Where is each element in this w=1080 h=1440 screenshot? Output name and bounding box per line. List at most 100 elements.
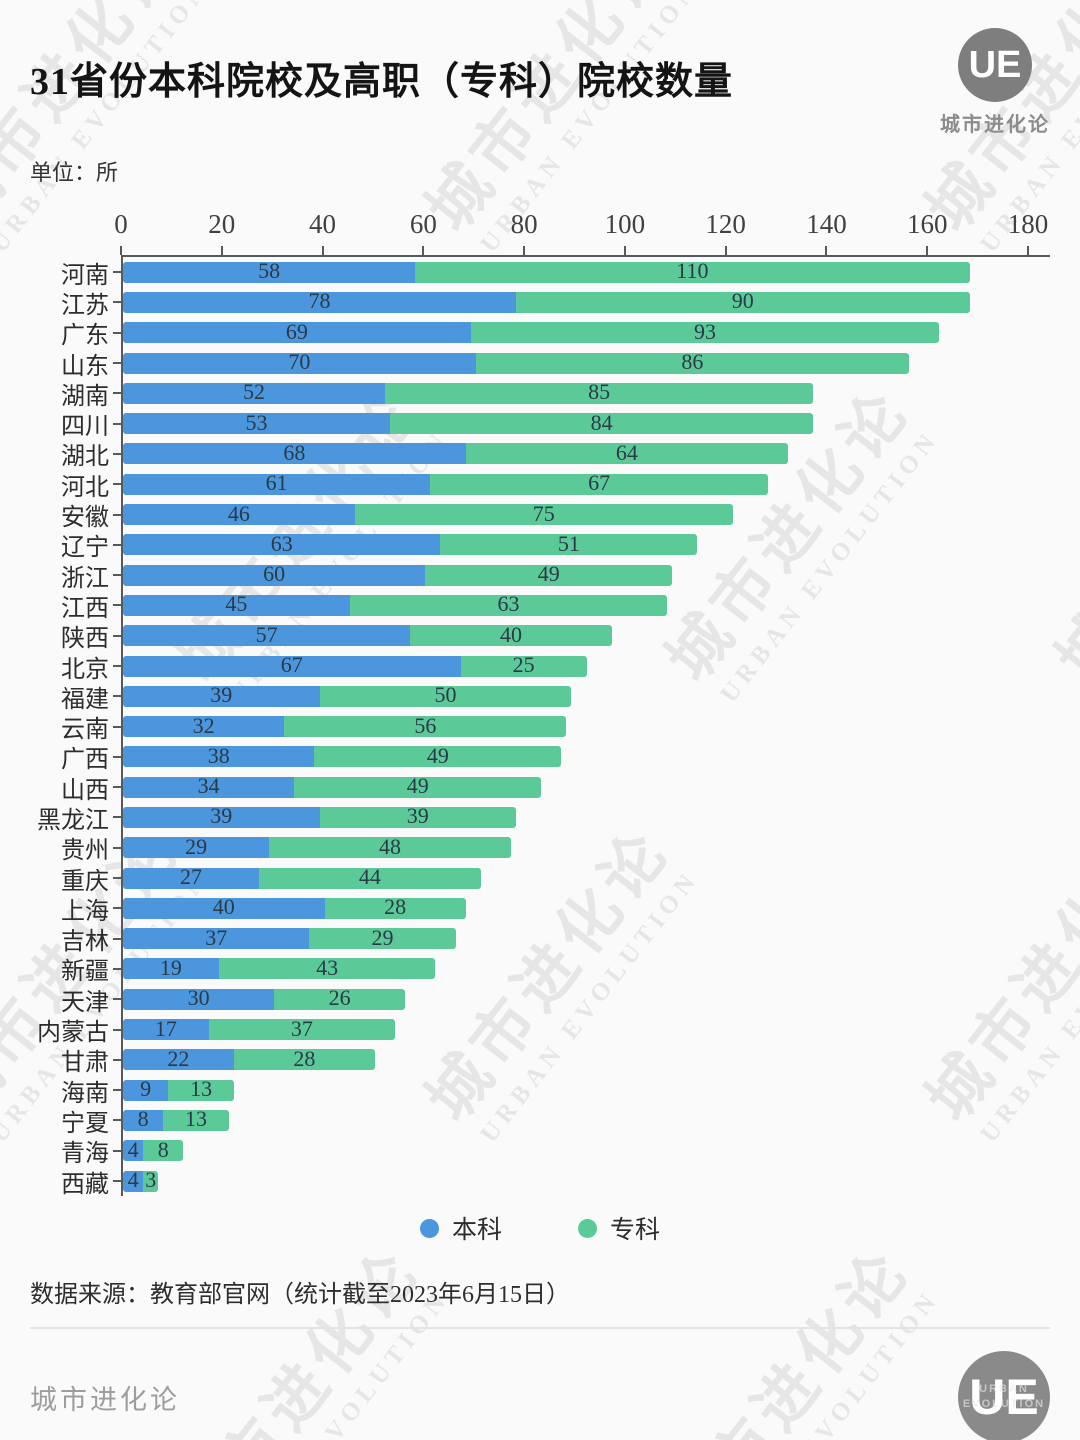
bar-segment-zhuanke: 13	[163, 1106, 229, 1131]
bar-segment-benke: 4	[123, 1167, 144, 1192]
bar-segment-zhuanke: 28	[324, 894, 466, 919]
x-tick-mark	[1027, 246, 1029, 255]
bar-value: 90	[731, 288, 754, 314]
unit-label: 单位：所	[30, 160, 119, 185]
bar-segment-zhuanke: 64	[465, 440, 789, 465]
category-label: 安徽	[61, 505, 109, 532]
x-axis-line	[121, 255, 1050, 257]
chart-rows: 河南 58 110 江苏 78 90 广东 69 93 山东 70 86 湖南 52 85 四川 53 84 湖北 6…	[37, 257, 1052, 1198]
bar-segment-zhuanke: 26	[274, 985, 406, 1010]
bar-segment-benke: 27	[123, 864, 260, 889]
category-label: 江苏	[61, 292, 109, 319]
y-tick-mark	[113, 543, 121, 546]
footer-ue-logo-icon: UE URBAN EVOLUTION	[958, 1351, 1050, 1440]
bar-row: 河北 61 67	[61, 469, 1052, 501]
bar-segment-zhuanke: 90	[516, 288, 970, 313]
stacked-bar: 61 67	[123, 470, 768, 495]
bar-segment-zhuanke: 63	[349, 591, 668, 616]
x-tick-mark	[724, 246, 727, 255]
bar-value: 29	[185, 833, 208, 859]
bar-value: 30	[187, 985, 210, 1011]
bar-value: 63	[270, 530, 293, 556]
category-label: 湖南	[61, 383, 109, 410]
brand-name: 城市进化论	[940, 114, 1050, 136]
bar-value: 61	[265, 470, 288, 496]
divider	[30, 1327, 1050, 1330]
bar-segment-benke: 40	[123, 894, 325, 919]
bar-segment-benke: 45	[123, 591, 350, 616]
bar-segment-zhuanke: 25	[460, 652, 587, 677]
legend-dot-benke-icon	[419, 1218, 439, 1238]
x-tick-mark	[220, 246, 223, 255]
stacked-bar: 34 49	[123, 773, 542, 798]
bar-segment-zhuanke: 13	[168, 1076, 234, 1101]
bar-segment-zhuanke: 93	[470, 319, 940, 344]
y-tick-mark	[113, 998, 121, 1001]
bar-row: 广东 69 93	[61, 318, 1052, 349]
category-label: 河南	[61, 262, 109, 289]
bar-value: 28	[384, 894, 407, 920]
bar-segment-benke: 60	[123, 561, 426, 586]
stacked-bar: 38 49	[123, 742, 562, 768]
bar-segment-zhuanke: 49	[314, 742, 562, 768]
y-tick-mark	[113, 846, 121, 849]
stacked-bar: 57 40	[123, 622, 612, 647]
bar-segment-benke: 30	[123, 985, 275, 1010]
category-label: 内蒙古	[37, 1020, 109, 1047]
x-tick-mark	[422, 246, 425, 255]
stacked-bar: 53 84	[123, 409, 814, 435]
bar-row: 宁夏 8 13	[61, 1105, 1052, 1137]
stacked-bar: 40 28	[123, 894, 466, 919]
bar-row: 江西 45 63	[61, 590, 1052, 622]
bar-value: 70	[288, 348, 311, 374]
stacked-bar: 70 86	[123, 349, 910, 374]
bar-value: 49	[426, 742, 449, 768]
bar-value: 110	[676, 258, 709, 284]
bar-segment-zhuanke: 3	[143, 1167, 159, 1192]
bar-row: 福建 39 50	[61, 681, 1052, 713]
bar-value: 60	[263, 561, 286, 587]
y-tick-mark	[113, 392, 121, 395]
category-label: 青海	[61, 1141, 109, 1168]
bar-value: 84	[590, 409, 613, 435]
y-tick-mark	[113, 301, 121, 304]
legend: 本科 专科	[30, 1210, 1050, 1246]
bar-value: 39	[406, 803, 429, 829]
bar-row: 安徽 46 75	[61, 499, 1052, 531]
bar-value: 86	[681, 348, 704, 374]
x-tick-label: 60	[409, 209, 437, 239]
category-label: 上海	[61, 898, 109, 925]
bar-segment-benke: 53	[123, 410, 391, 435]
y-tick-mark	[113, 452, 121, 455]
stacked-bar: 22 28	[123, 1045, 375, 1071]
bar-value: 34	[197, 773, 220, 799]
bar-segment-zhuanke: 85	[385, 379, 814, 404]
bar-row: 浙江 60 49	[61, 560, 1052, 592]
stacked-bar: 37 29	[123, 925, 456, 950]
bar-row: 重庆 27 44	[61, 863, 1052, 895]
bar-value: 58	[258, 258, 281, 284]
bar-segment-benke: 39	[123, 803, 320, 828]
bar-value: 44	[358, 864, 381, 890]
bar-segment-benke: 63	[123, 530, 441, 556]
bar-segment-zhuanke: 39	[319, 803, 517, 828]
bar-segment-zhuanke: 49	[294, 773, 542, 798]
bar-row: 湖北 68 64	[61, 439, 1052, 470]
bar-row: 山东 70 86	[61, 348, 1052, 380]
bar-segment-benke: 19	[123, 955, 219, 980]
bar-value: 39	[210, 803, 233, 829]
stacked-bar: 8 13	[123, 1106, 229, 1131]
bar-segment-zhuanke: 44	[259, 864, 481, 889]
bar-row: 云南 32 56	[61, 711, 1052, 743]
bar-segment-benke: 22	[123, 1045, 234, 1071]
bar-value: 43	[316, 954, 339, 980]
bar-value: 22	[167, 1045, 190, 1071]
bar-value: 63	[497, 591, 520, 617]
bar-value: 67	[280, 651, 303, 677]
data-source: 数据来源：教育部官网（统计截至2023年6月15日）	[30, 1282, 570, 1309]
category-label: 山西	[61, 777, 109, 804]
bar-segment-zhuanke: 50	[319, 682, 572, 707]
stacked-bar: 9 13	[123, 1076, 234, 1101]
bar-row: 内蒙古 17 37	[37, 1014, 1052, 1046]
